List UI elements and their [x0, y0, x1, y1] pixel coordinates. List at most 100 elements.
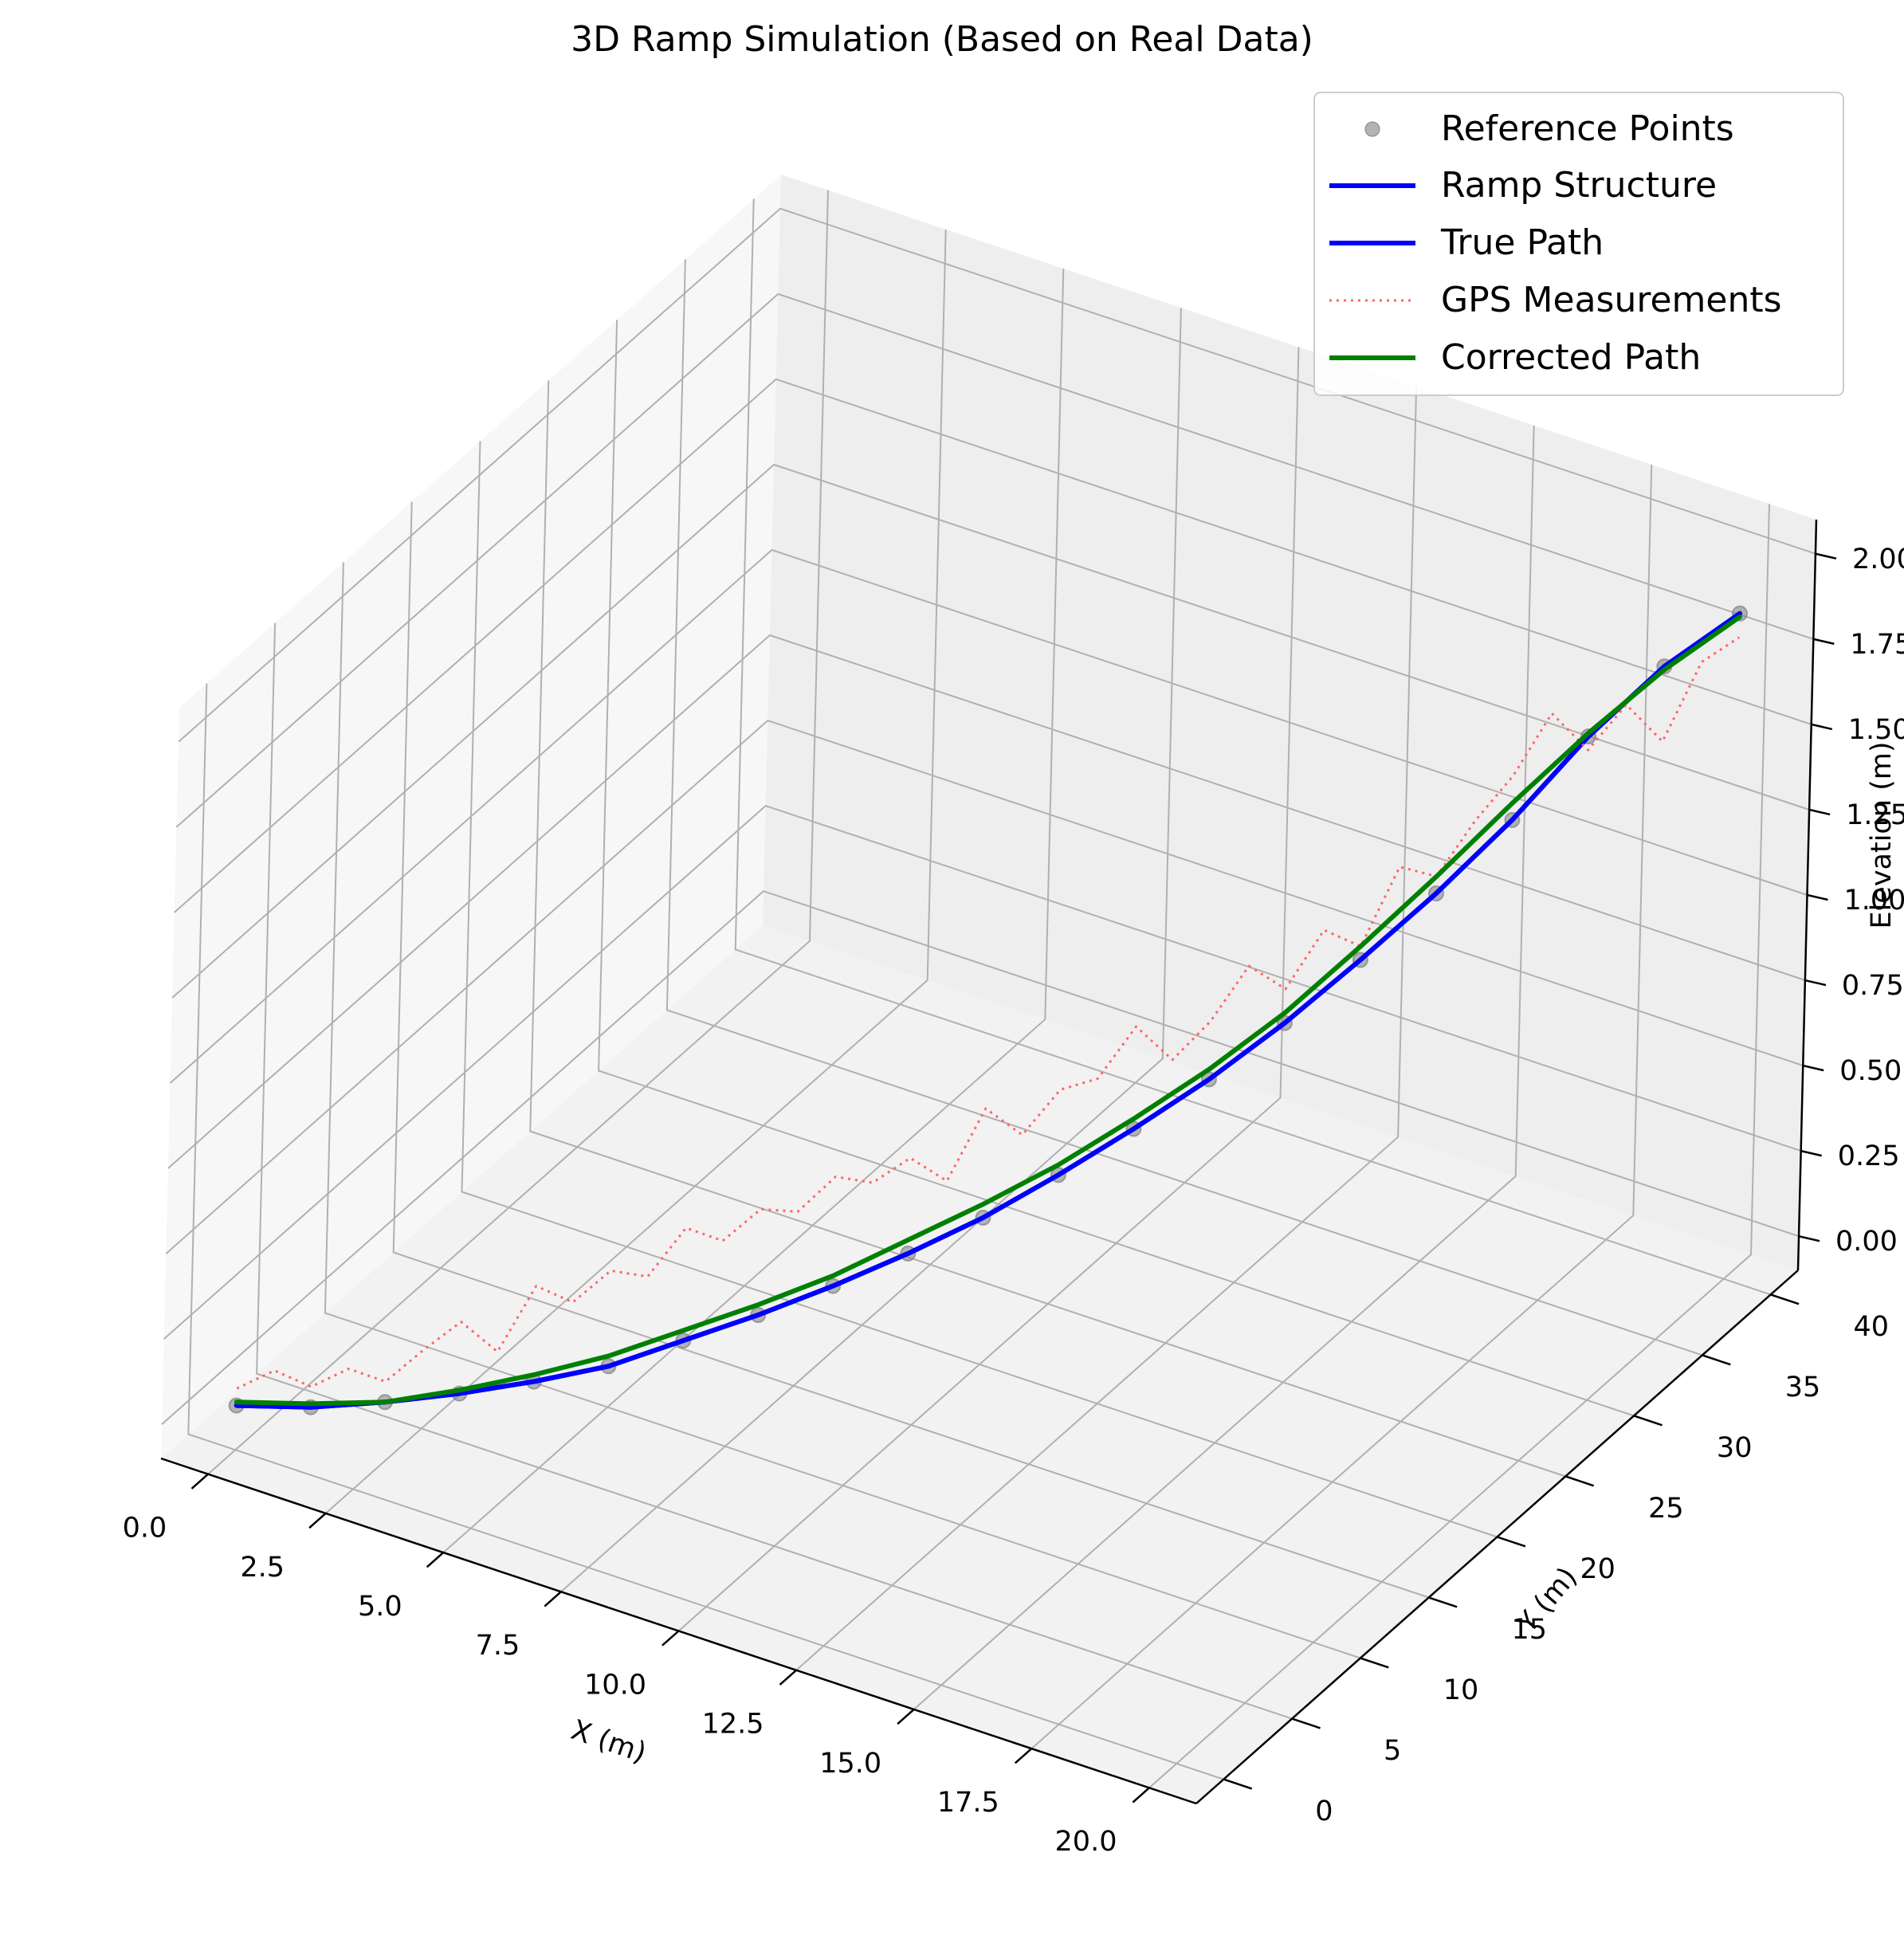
- tick-labels: 0.0 2.5 5.0 7.5 10.0 12.5 15.0 17.5 20.0 0 5 10 15 20…: [123, 544, 1904, 1858]
- y-tick-mark: [1497, 1536, 1526, 1548]
- line-gps-measurements: [236, 636, 1741, 1390]
- x-tick-mark: [190, 1473, 209, 1490]
- legend-label-true-path: True Path: [1440, 222, 1604, 263]
- z-tick-label: 0.25: [1838, 1140, 1900, 1172]
- grid-line-x: [795, 386, 1418, 1671]
- x-tick-mark: [779, 1669, 797, 1686]
- z-tick-mark: [1811, 723, 1833, 731]
- grid-line-y: [598, 320, 1635, 1417]
- y-tick-label: 40: [1854, 1311, 1890, 1343]
- y-tick-mark: [1702, 1354, 1731, 1366]
- y-tick-label: 20: [1580, 1553, 1615, 1585]
- y-tick-mark: [1770, 1293, 1800, 1305]
- y-tick-mark: [1223, 1778, 1253, 1790]
- grid-line-y: [461, 441, 1498, 1538]
- z-tick-mark: [1807, 893, 1828, 901]
- legend-marker-reference-points: [1364, 121, 1380, 137]
- x-tick-label: 17.5: [937, 1787, 999, 1819]
- grid-line-y: [324, 562, 1361, 1659]
- legend-label-corrected-path: Corrected Path: [1441, 337, 1701, 378]
- axis-lines: [160, 519, 1837, 1805]
- grid-line-x: [442, 269, 1065, 1553]
- grid-line-y: [256, 622, 1293, 1720]
- x-tick-mark: [1132, 1787, 1150, 1804]
- z-tick-mark: [1804, 979, 1827, 987]
- z-tick-label: 1.25: [1846, 799, 1904, 831]
- z-tick-label: 2.00: [1852, 544, 1904, 575]
- grid-line-x: [560, 308, 1182, 1593]
- y-tick-label: 35: [1785, 1372, 1821, 1403]
- grid-line-z: [167, 634, 1806, 1169]
- z-tick-label: 0.00: [1835, 1226, 1898, 1258]
- legend-label-reference-points: Reference Points: [1441, 108, 1734, 149]
- x-tick-label: 5.0: [358, 1591, 402, 1623]
- grid-line-x: [913, 425, 1535, 1710]
- z-tick-mark: [1798, 1234, 1820, 1242]
- grid-line-z: [178, 207, 1816, 743]
- y-tick-mark: [1360, 1657, 1389, 1669]
- grid-line-x: [325, 229, 947, 1514]
- y-tick-mark: [1428, 1596, 1458, 1608]
- legend-frame: [1313, 92, 1844, 396]
- x-tick-mark: [308, 1512, 327, 1529]
- y-tick-label: 10: [1443, 1674, 1479, 1706]
- axis-panes: [161, 175, 1816, 1804]
- y-axis-label: Y (m): [1510, 1561, 1584, 1639]
- chart-title: 3D Ramp Simulation (Based on Real Data): [571, 19, 1313, 60]
- z-tick-label: 0.50: [1839, 1055, 1902, 1087]
- x-tick-label: 0.0: [123, 1513, 167, 1545]
- z-tick-mark: [1808, 808, 1831, 816]
- grid-line-z: [163, 804, 1802, 1340]
- x-tick-mark: [544, 1591, 562, 1607]
- legend: Reference Points Ramp Structure True Pat…: [1313, 92, 1844, 396]
- x-tick-label: 7.5: [476, 1630, 520, 1662]
- z-tick-label: 1.00: [1844, 885, 1904, 917]
- x-tick-label: 10.0: [584, 1669, 646, 1701]
- z-tick-label: 1.75: [1850, 629, 1904, 661]
- y-tick-mark: [1564, 1475, 1595, 1487]
- grid-line-x: [1148, 504, 1770, 1789]
- y-tick-mark: [1633, 1415, 1663, 1427]
- legend-label-ramp-structure: Ramp Structure: [1441, 165, 1717, 206]
- line-true-path: [234, 610, 1742, 1410]
- x-tick-label: 12.5: [702, 1709, 764, 1741]
- grid-line-y: [734, 198, 1772, 1296]
- grid-line-x: [207, 190, 829, 1475]
- grid-line-z: [161, 890, 1800, 1425]
- z-tick-label: 0.75: [1842, 970, 1904, 1002]
- x-tick-label: 20.0: [1055, 1826, 1117, 1858]
- grid-line-z: [174, 378, 1812, 913]
- z-tick-label: 1.50: [1848, 714, 1904, 746]
- grid-line-x: [1031, 465, 1653, 1749]
- y-tick-label: 25: [1648, 1493, 1684, 1525]
- y-tick-label: 0: [1315, 1796, 1333, 1827]
- z-tick-mark: [1800, 1149, 1822, 1157]
- x-tick-mark: [1014, 1748, 1033, 1764]
- z-tick-mark: [1802, 1064, 1824, 1072]
- line-corrected-path: [234, 614, 1742, 1407]
- grid-line-y: [187, 683, 1224, 1780]
- grid-line-y: [529, 380, 1566, 1478]
- grid-line-z: [165, 719, 1804, 1254]
- z-tick-mark: [1813, 638, 1835, 646]
- legend-label-gps-measurements: GPS Measurements: [1441, 280, 1782, 320]
- grid-line-z: [169, 548, 1808, 1084]
- x-tick-label: 2.5: [240, 1552, 285, 1584]
- x-tick-mark: [897, 1708, 915, 1725]
- z-axis-label: Elevation (m): [1866, 741, 1898, 928]
- y-tick-label: 30: [1717, 1432, 1753, 1464]
- series-layer: [228, 605, 1748, 1415]
- x-tick-mark: [426, 1552, 445, 1568]
- y-tick-label: 5: [1384, 1735, 1401, 1767]
- grid-line-y: [665, 259, 1703, 1356]
- y-tick-mark: [1291, 1717, 1321, 1729]
- grid-line-x: [677, 347, 1300, 1632]
- x-axis-label: X (m): [567, 1714, 650, 1769]
- grid-lines: [161, 190, 1816, 1789]
- x-tick-mark: [661, 1630, 680, 1647]
- y-tick-label: 15: [1512, 1614, 1548, 1646]
- grid-line-z: [171, 463, 1810, 999]
- z-tick-mark: [1815, 552, 1837, 560]
- grid-line-y: [392, 501, 1430, 1599]
